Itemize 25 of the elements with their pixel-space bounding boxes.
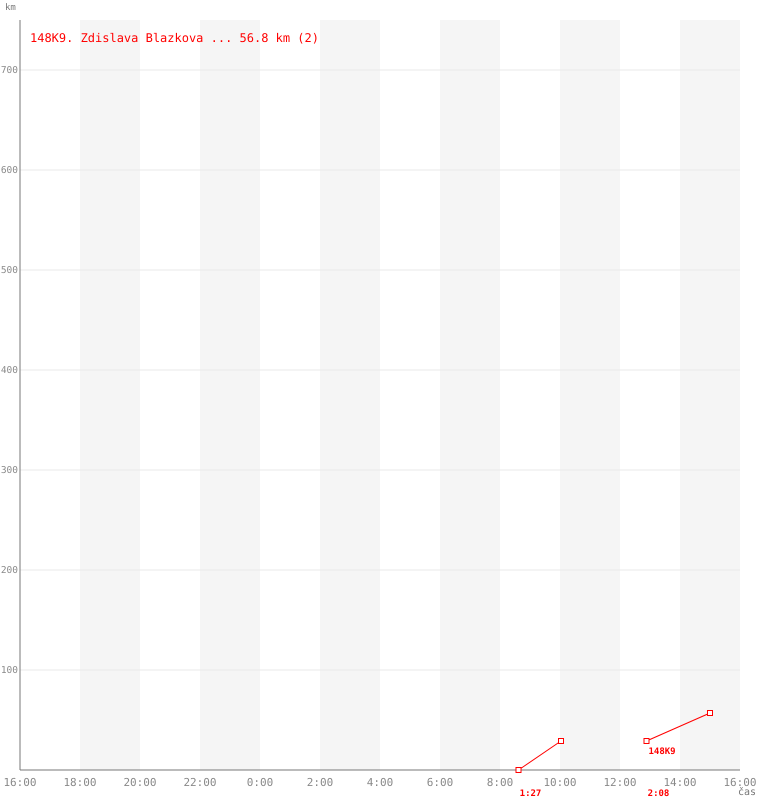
annotation: 148K9 [648,747,676,757]
x-tick-label: 2:00 [306,776,334,789]
y-tick-label: 500 [0,265,18,276]
text: 1:27 [520,789,542,799]
y-tick-label: 700 [0,65,18,76]
y-tick-label: 400 [0,365,18,376]
x-tick-label: 4:00 [366,776,394,789]
y-tick-label: 600 [0,165,18,176]
x-tick-label: 20:00 [123,776,157,789]
y-axis-title: km [5,3,16,13]
x-axis-title: čas [738,787,756,798]
y-tick-label: 100 [0,665,18,676]
x-tick-label: 16:00 [3,776,37,789]
x-tick-label: 6:00 [426,776,454,789]
x-tick-label: 0:00 [246,776,274,789]
text: 2:08 [648,789,670,799]
x-tick-label: 22:00 [183,776,217,789]
x-tick-label: 8:00 [486,776,514,789]
x-tick-label: 10:00 [543,776,577,789]
x-tick-label: 18:00 [63,776,97,789]
text: 148K9. Zdislava Blazkova ... 56.8 km (2) [30,31,319,45]
x-tick-label: 14:00 [663,776,697,789]
y-tick-label: 300 [0,465,18,476]
y-tick-label: 200 [0,565,18,576]
x-tick-label: 12:00 [603,776,637,789]
